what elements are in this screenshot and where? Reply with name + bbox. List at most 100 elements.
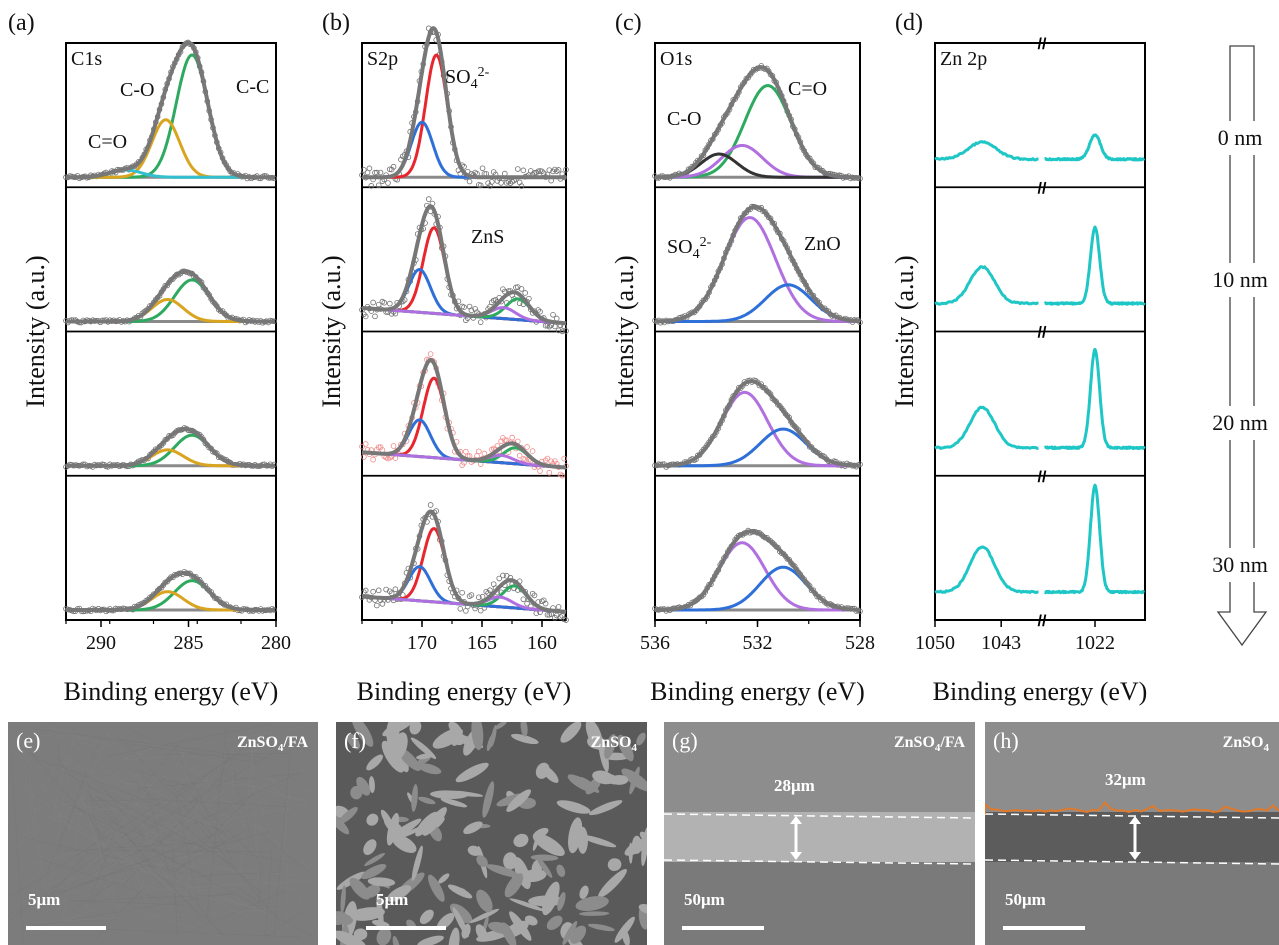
sem-flake xyxy=(568,817,583,854)
data-point xyxy=(477,182,484,189)
sem-scratch xyxy=(200,871,278,876)
sem-flake xyxy=(440,798,468,808)
panel-title: S2p xyxy=(367,48,398,70)
sem-flake xyxy=(532,833,565,856)
depth-label: 0 nm xyxy=(1218,125,1263,150)
sem-flake xyxy=(450,730,460,746)
sem-flake xyxy=(509,898,545,912)
sem-flake xyxy=(557,892,566,911)
x-axis-label: Binding energy (eV) xyxy=(933,677,1148,706)
sem-scratch xyxy=(9,748,244,921)
sem-scratch xyxy=(171,742,237,868)
sem-flake xyxy=(513,833,529,848)
sem-scratch xyxy=(33,808,297,942)
sem-flake xyxy=(628,842,633,864)
sem-top xyxy=(985,722,1279,812)
sem-flake xyxy=(363,839,377,855)
sem-panel-title: ZnSO4 xyxy=(1222,734,1269,755)
data-point xyxy=(546,167,553,173)
sem-scratch xyxy=(178,770,209,868)
data-point xyxy=(359,443,365,450)
data-point xyxy=(459,589,465,596)
data-point xyxy=(553,315,560,322)
sem-flake xyxy=(351,722,374,747)
zn-spectrum-line xyxy=(934,347,1146,450)
sem-flake xyxy=(579,834,617,848)
sem-flake xyxy=(368,776,375,794)
x-tick-label: 532 xyxy=(743,632,773,654)
sem-scratch xyxy=(100,784,223,936)
sem-scratch xyxy=(88,830,116,906)
data-point xyxy=(374,602,380,609)
sem-scratch xyxy=(94,823,143,897)
spectrum-row-0nm xyxy=(652,63,863,182)
data-point xyxy=(487,587,493,593)
sem-scratch xyxy=(139,736,302,832)
sem-layer xyxy=(664,812,975,862)
sem-flake xyxy=(361,864,387,880)
scale-bar xyxy=(26,926,106,930)
sem-scratch xyxy=(245,789,311,802)
sem-scratch xyxy=(132,761,223,916)
depth-label-bg xyxy=(1196,406,1279,440)
scale-bar xyxy=(1003,926,1085,930)
sem-flake xyxy=(556,800,591,814)
sem-image-h: 32μm (h) ZnSO4 50μm xyxy=(985,722,1279,945)
panel-letter: (a) xyxy=(8,10,35,36)
data-point xyxy=(516,452,523,459)
x-tick-label: 536 xyxy=(640,632,670,654)
data-point xyxy=(461,304,467,310)
dashed-boundary xyxy=(985,813,1279,819)
data-point xyxy=(374,169,380,176)
sem-scratch xyxy=(86,812,145,902)
data-point xyxy=(552,166,558,173)
sem-flake xyxy=(614,916,635,943)
peak-SO42- xyxy=(654,541,861,612)
sem-scratch xyxy=(185,763,283,848)
sem-scratch xyxy=(58,795,80,851)
sem-scratch xyxy=(85,779,251,910)
sem-scratch xyxy=(184,764,211,902)
sem-flake xyxy=(409,722,422,735)
depth-label-bg xyxy=(1196,121,1279,155)
sem-flake xyxy=(536,856,553,878)
sem-scratch xyxy=(136,818,231,937)
sem-scratch xyxy=(90,795,203,867)
axis-break-mark: // xyxy=(1038,36,1047,53)
data-point xyxy=(555,327,562,334)
sem-scratch xyxy=(33,728,270,760)
sem-flake xyxy=(510,733,539,745)
sem-scratch xyxy=(272,777,275,794)
sem-scratch xyxy=(141,772,183,923)
sem-scratch xyxy=(135,769,205,792)
data-point xyxy=(542,457,549,464)
depth-label: 10 nm xyxy=(1212,267,1268,292)
sem-flake xyxy=(587,923,615,932)
sem-flake xyxy=(486,733,495,752)
sem-flake xyxy=(417,763,442,775)
data-point xyxy=(489,179,495,185)
panel-title: O1s xyxy=(660,48,692,70)
sem-texture xyxy=(664,722,975,945)
sem-flake xyxy=(641,826,647,867)
data-point xyxy=(375,182,382,189)
data-point xyxy=(555,604,562,610)
data-point xyxy=(361,167,367,173)
sem-scratch xyxy=(115,732,195,762)
sem-flake xyxy=(501,922,517,945)
sem-flake xyxy=(418,796,436,805)
sem-flake xyxy=(475,924,488,942)
sem-scratch xyxy=(124,841,140,863)
envelope-line xyxy=(360,509,568,614)
sem-scratch xyxy=(31,847,230,888)
sem-scratch xyxy=(78,799,145,802)
sem-flake xyxy=(503,852,518,870)
sem-scratch xyxy=(238,755,286,791)
data-point xyxy=(476,594,482,601)
spectrum-row-0nm xyxy=(934,133,1146,162)
sem-scratch xyxy=(46,731,104,875)
sem-scratch xyxy=(82,857,300,876)
panel-title: Zn 2p xyxy=(940,48,987,70)
sem-scratch xyxy=(62,761,90,916)
data-point xyxy=(520,167,527,174)
